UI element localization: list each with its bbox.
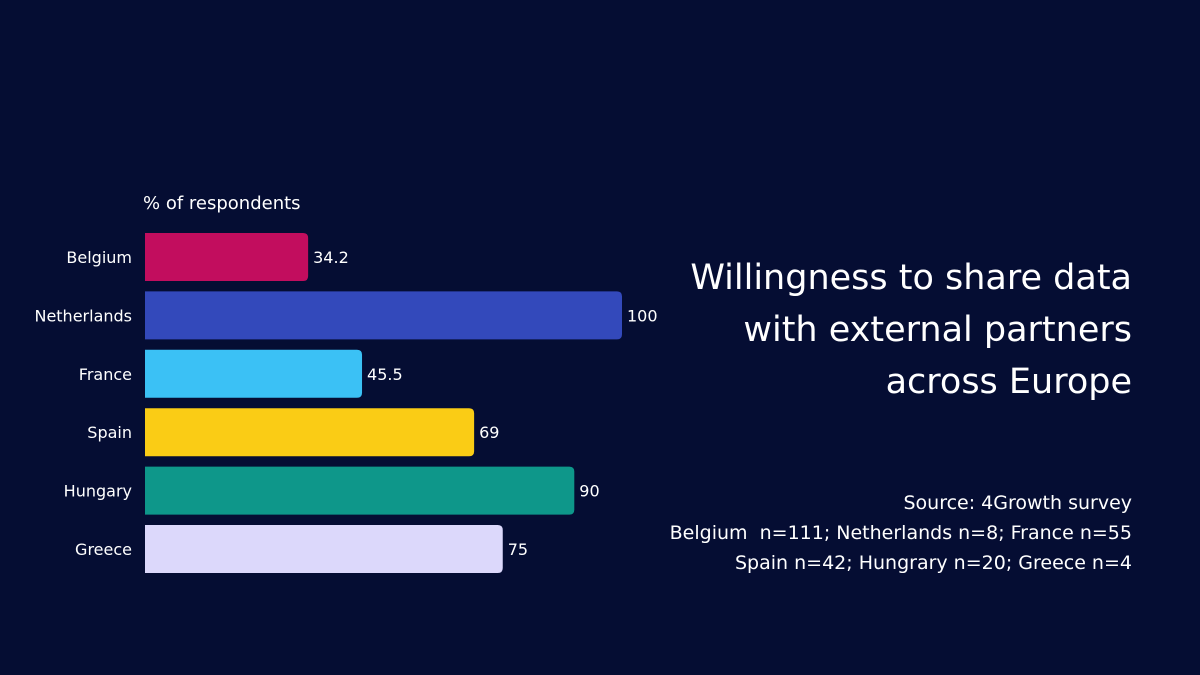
source-note: Source: 4Growth survey Belgium n=111; Ne… [572, 488, 1132, 578]
category-label: Netherlands [34, 306, 132, 325]
bar-spain [145, 408, 475, 457]
value-label: 75 [508, 540, 528, 559]
value-label: 45.5 [367, 365, 403, 384]
category-label: Greece [75, 540, 132, 559]
value-label: 34.2 [313, 248, 349, 267]
title-line: Willingness to share data [690, 258, 1132, 298]
bar-greece [145, 525, 503, 573]
bar-chart: % of respondents Belgium 34.2 Netherlands 1… [34, 193, 658, 573]
bar-belgium [145, 233, 309, 281]
bar-france [145, 349, 363, 398]
category-label: Belgium [66, 248, 132, 267]
category-label: France [79, 365, 132, 384]
source-line: Source: 4Growth survey [903, 492, 1132, 514]
bar-netherlands [145, 291, 622, 340]
category-label: Hungary [64, 482, 132, 501]
axis-label: % of respondents [143, 193, 301, 214]
value-label: 100 [627, 306, 658, 325]
category-label: Spain [87, 423, 132, 442]
sample-size-line: Spain n=42; Hungrary n=20; Greece n=4 [735, 552, 1132, 574]
chart-title: Willingness to share data with external … [612, 252, 1132, 408]
title-line: with external partners [743, 310, 1132, 350]
sample-size-line: Belgium n=111; Netherlands n=8; France n… [669, 522, 1132, 544]
value-label: 69 [479, 423, 499, 442]
title-line: across Europe [885, 362, 1132, 402]
value-label: 90 [579, 482, 599, 501]
bar-hungary [145, 466, 575, 515]
